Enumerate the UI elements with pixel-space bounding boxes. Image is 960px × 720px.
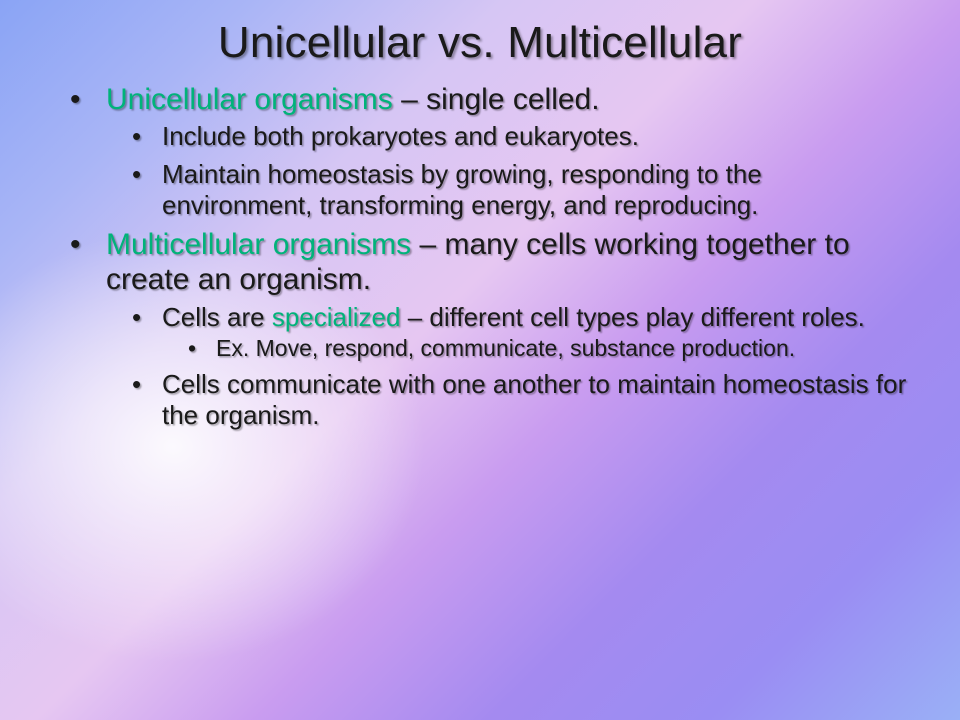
bullet-uni-sub1: Include both prokaryotes and eukaryotes. [106, 121, 912, 152]
text-unicellular-rest: – single celled. [393, 83, 600, 116]
bullet-multi-sub1: Cells are specialized – different cell t… [106, 302, 912, 363]
term-multicellular: Multicellular organisms [106, 228, 411, 261]
term-specialized: specialized [272, 302, 401, 332]
bullet-unicellular: Unicellular organisms – single celled. I… [48, 82, 912, 221]
bullet-multi-sub2: Cells communicate with one another to ma… [106, 369, 912, 431]
sublist-unicellular: Include both prokaryotes and eukaryotes.… [106, 121, 912, 221]
text-multi-sub1c: – different cell types play different ro… [400, 302, 864, 332]
sublist-specialized: Ex. Move, respond, communicate, substanc… [162, 335, 912, 363]
sublist-multicellular: Cells are specialized – different cell t… [106, 302, 912, 431]
bullet-multicellular: Multicellular organisms – many cells wor… [48, 227, 912, 431]
slide-title: Unicellular vs. Multicellular [48, 18, 912, 68]
bullet-multi-sub1-ex: Ex. Move, respond, communicate, substanc… [162, 335, 912, 363]
slide: Unicellular vs. Multicellular Unicellula… [0, 0, 960, 457]
term-unicellular: Unicellular organisms [106, 83, 393, 116]
bullet-uni-sub2: Maintain homeostasis by growing, respond… [106, 159, 912, 221]
bullet-list: Unicellular organisms – single celled. I… [48, 82, 912, 431]
text-multi-sub1a: Cells are [162, 302, 272, 332]
